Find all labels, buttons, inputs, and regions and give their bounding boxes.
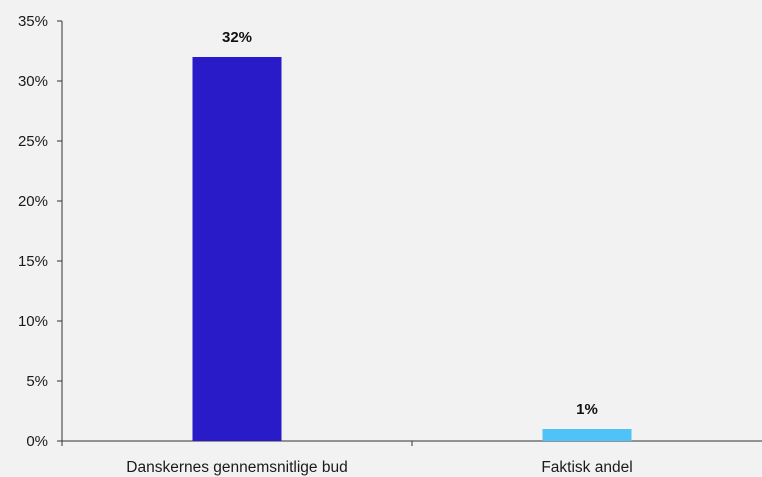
bar-value-label: 1% xyxy=(576,401,598,418)
y-tick-label: 35% xyxy=(18,13,48,30)
y-tick-label: 10% xyxy=(18,313,48,330)
y-tick-label: 15% xyxy=(18,253,48,270)
y-tick-label: 25% xyxy=(18,133,48,150)
y-tick-label: 0% xyxy=(26,433,48,450)
bar-1 xyxy=(192,57,282,441)
y-tick-label: 30% xyxy=(18,73,48,90)
bar-2 xyxy=(542,429,632,441)
x-axis: Danskernes gennemsnitlige bud Faktisk and… xyxy=(61,440,762,476)
y-tick-label: 20% xyxy=(18,193,48,210)
x-category-label: Faktisk andel xyxy=(541,459,632,476)
data-labels: 32% 1% xyxy=(222,29,598,418)
bars xyxy=(192,57,632,441)
bar-value-label: 32% xyxy=(222,29,252,46)
x-category-label: Danskernes gennemsnitlige bud xyxy=(126,459,347,476)
y-axis: 0% 5% 10% 15% 20% 25% 30% 35% xyxy=(18,13,63,450)
y-tick-label: 5% xyxy=(26,373,48,390)
